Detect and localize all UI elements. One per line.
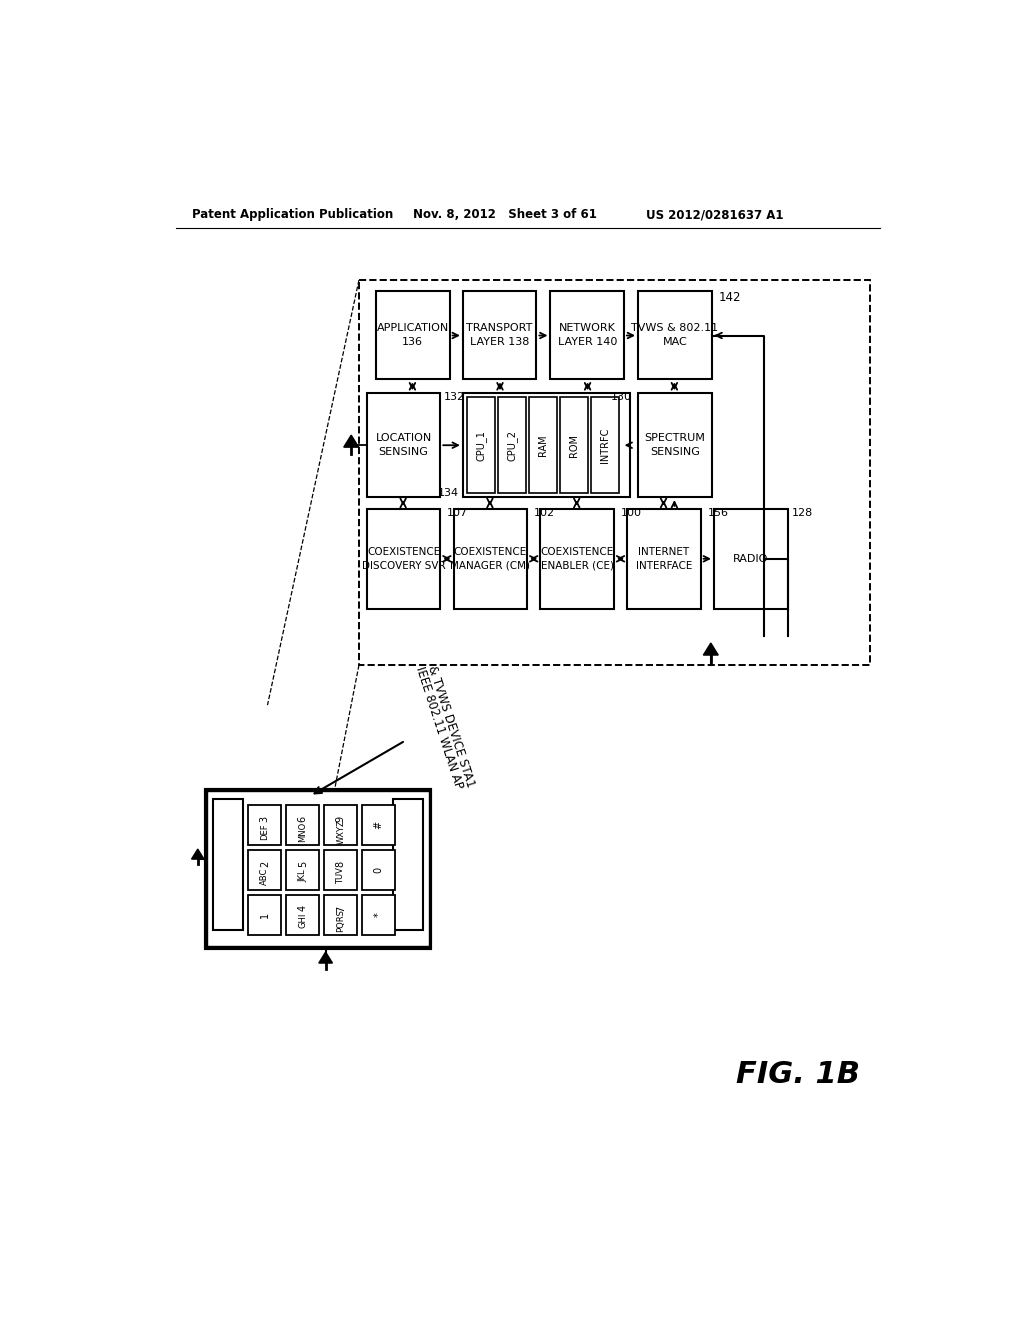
Text: RADIO: RADIO [733, 554, 768, 564]
Text: ENABLER (CE): ENABLER (CE) [541, 561, 613, 570]
Text: SENSING: SENSING [650, 447, 699, 457]
FancyBboxPatch shape [248, 895, 282, 935]
Polygon shape [191, 849, 204, 859]
FancyBboxPatch shape [367, 393, 440, 498]
FancyBboxPatch shape [248, 850, 282, 890]
FancyBboxPatch shape [207, 792, 429, 946]
Text: ROM: ROM [568, 434, 579, 457]
FancyBboxPatch shape [362, 895, 395, 935]
Text: SENSING: SENSING [379, 447, 428, 457]
FancyBboxPatch shape [638, 393, 712, 498]
FancyBboxPatch shape [393, 799, 423, 929]
FancyBboxPatch shape [591, 397, 618, 494]
Text: 100: 100 [621, 508, 642, 517]
Text: JKL: JKL [298, 870, 307, 882]
FancyBboxPatch shape [359, 280, 870, 665]
FancyBboxPatch shape [286, 805, 319, 845]
FancyBboxPatch shape [498, 397, 525, 494]
Text: 142: 142 [719, 290, 741, 304]
FancyBboxPatch shape [463, 393, 630, 498]
Text: ABC: ABC [260, 867, 269, 884]
FancyBboxPatch shape [324, 805, 357, 845]
Text: 132: 132 [444, 392, 465, 403]
Text: DISCOVERY SVR: DISCOVERY SVR [361, 561, 445, 570]
Text: NETWORK: NETWORK [559, 323, 615, 333]
Text: 9: 9 [336, 816, 346, 822]
Text: TUV: TUV [336, 867, 345, 884]
Polygon shape [318, 952, 333, 964]
FancyBboxPatch shape [248, 805, 282, 845]
Text: LAYER 138: LAYER 138 [470, 337, 529, 347]
Text: 102: 102 [535, 508, 555, 517]
Text: DEF: DEF [260, 824, 269, 840]
FancyBboxPatch shape [367, 508, 440, 609]
Text: TRANSPORT: TRANSPORT [466, 323, 532, 333]
Text: 156: 156 [708, 508, 729, 517]
Text: WXYZ: WXYZ [336, 818, 345, 843]
Text: GHI: GHI [298, 913, 307, 928]
Text: TVWS & 802.11: TVWS & 802.11 [631, 323, 718, 333]
FancyBboxPatch shape [454, 508, 527, 609]
Text: INTERNET: INTERNET [638, 546, 689, 557]
Text: 134: 134 [438, 488, 459, 499]
Text: US 2012/0281637 A1: US 2012/0281637 A1 [646, 209, 783, 222]
Text: 136: 136 [402, 337, 423, 347]
Text: IEEE 802.11 WLAN AP: IEEE 802.11 WLAN AP [414, 665, 465, 791]
Text: LAYER 140: LAYER 140 [557, 337, 616, 347]
FancyBboxPatch shape [463, 290, 537, 379]
Text: 6: 6 [298, 816, 308, 822]
FancyBboxPatch shape [528, 397, 557, 494]
Text: INTRFC: INTRFC [600, 428, 609, 463]
Text: INTERFACE: INTERFACE [636, 561, 692, 570]
FancyBboxPatch shape [627, 508, 700, 609]
Text: 0: 0 [374, 867, 384, 873]
Text: 128: 128 [792, 508, 813, 517]
Text: CPU_2: CPU_2 [506, 430, 517, 461]
Text: COEXISTENCE: COEXISTENCE [541, 546, 613, 557]
Text: 3: 3 [260, 816, 269, 822]
Text: *: * [374, 912, 384, 917]
FancyBboxPatch shape [550, 290, 624, 379]
Text: COEXISTENCE: COEXISTENCE [454, 546, 527, 557]
FancyBboxPatch shape [286, 895, 319, 935]
FancyBboxPatch shape [467, 397, 495, 494]
Text: 7: 7 [336, 906, 346, 912]
Text: #: # [374, 821, 384, 829]
Text: 5: 5 [298, 861, 308, 867]
Text: MAC: MAC [663, 337, 687, 347]
FancyBboxPatch shape [206, 789, 430, 948]
Text: Nov. 8, 2012   Sheet 3 of 61: Nov. 8, 2012 Sheet 3 of 61 [414, 209, 597, 222]
Text: 8: 8 [336, 861, 346, 867]
Polygon shape [703, 643, 718, 655]
Text: & TVWS DEVICE STA1: & TVWS DEVICE STA1 [425, 664, 476, 789]
Text: 1: 1 [260, 912, 269, 917]
FancyBboxPatch shape [324, 850, 357, 890]
Text: FIG. 1B: FIG. 1B [736, 1060, 860, 1089]
Text: 107: 107 [447, 508, 468, 517]
FancyBboxPatch shape [376, 290, 450, 379]
Text: SPECTRUM: SPECTRUM [644, 433, 706, 444]
FancyBboxPatch shape [213, 799, 243, 929]
Text: MANAGER (CM): MANAGER (CM) [451, 561, 530, 570]
Text: RAM: RAM [538, 434, 548, 455]
Text: APPLICATION: APPLICATION [377, 323, 449, 333]
FancyBboxPatch shape [560, 397, 588, 494]
FancyBboxPatch shape [638, 290, 712, 379]
FancyBboxPatch shape [362, 850, 395, 890]
Text: 4: 4 [298, 906, 308, 911]
Text: 130: 130 [610, 392, 632, 403]
FancyBboxPatch shape [324, 895, 357, 935]
Text: CPU_1: CPU_1 [475, 430, 486, 461]
Text: Patent Application Publication: Patent Application Publication [191, 209, 393, 222]
Text: PQRS: PQRS [336, 909, 345, 932]
Text: MNO: MNO [298, 821, 307, 842]
FancyBboxPatch shape [541, 508, 614, 609]
FancyBboxPatch shape [714, 508, 787, 609]
Polygon shape [344, 436, 358, 447]
Text: 2: 2 [260, 861, 269, 867]
Text: COEXISTENCE: COEXISTENCE [367, 546, 440, 557]
Text: LOCATION: LOCATION [376, 433, 432, 444]
FancyBboxPatch shape [286, 850, 319, 890]
FancyBboxPatch shape [362, 805, 395, 845]
